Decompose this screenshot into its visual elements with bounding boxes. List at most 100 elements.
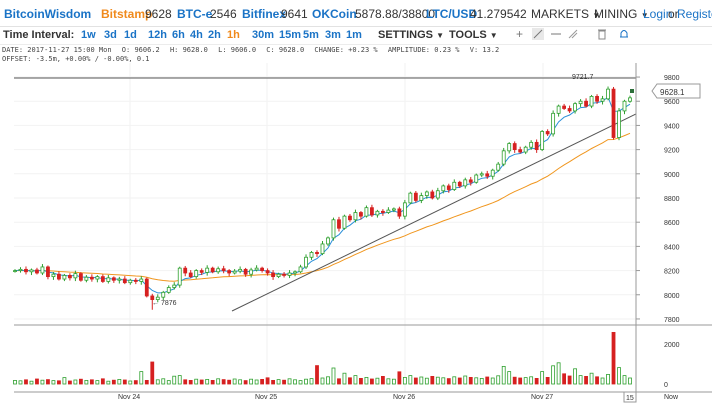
candle-body xyxy=(117,278,122,281)
volume-bar xyxy=(172,375,177,385)
volume-bar xyxy=(606,373,610,385)
candle-body xyxy=(364,207,369,217)
volume-bar xyxy=(567,375,572,385)
crosshair-tool-icon[interactable]: + xyxy=(516,27,524,41)
mining-menu[interactable]: MINING ▼ xyxy=(594,7,649,21)
time-tick-label: Nov 25 xyxy=(255,394,277,401)
volume-bar xyxy=(24,379,28,385)
volume-bar xyxy=(18,380,23,385)
interval-1d[interactable]: 1d xyxy=(124,29,137,41)
line-tool-icon[interactable] xyxy=(532,28,544,40)
interval-1m[interactable]: 1m xyxy=(346,29,362,41)
markets-menu[interactable]: MARKETS ▼ xyxy=(531,7,600,21)
ticker-ltcusd-value: 41.279542 xyxy=(470,7,527,21)
volume-bar xyxy=(600,377,605,385)
volume-bar xyxy=(249,378,254,385)
low-price-label: ← 7876 xyxy=(152,300,177,307)
interval-3d[interactable]: 3d xyxy=(104,29,117,41)
ticker-ltcusd-name[interactable]: LTC/USD xyxy=(426,7,478,21)
login-link[interactable]: Login xyxy=(643,7,673,21)
volume-bar xyxy=(40,379,45,385)
candle-body xyxy=(628,97,632,102)
interval-3m[interactable]: 3m xyxy=(325,29,341,41)
volume-bar xyxy=(122,379,127,385)
candle-body xyxy=(551,112,556,135)
volume-bar xyxy=(391,378,396,385)
ticker-bitstamp-name[interactable]: Bitstamp xyxy=(101,7,153,21)
volume-bar xyxy=(199,379,204,385)
volume-bar xyxy=(57,380,61,385)
interval-12h[interactable]: 12h xyxy=(148,29,167,41)
interval-4h[interactable]: 4h xyxy=(190,29,203,41)
candle-body xyxy=(304,256,308,268)
candle-body xyxy=(523,146,528,153)
volume-bar xyxy=(512,376,517,385)
volume-bar xyxy=(523,377,528,385)
info-offset: OFFSET: -3.5m, +0.00% / -0.00%, 0.1 xyxy=(2,55,150,63)
interval-1h[interactable]: 1h xyxy=(227,29,240,41)
interval-2h[interactable]: 2h xyxy=(208,29,221,41)
trash-icon[interactable] xyxy=(597,28,607,43)
volume-bar xyxy=(29,380,34,385)
brush-tool-icon[interactable] xyxy=(567,28,579,43)
ticker-bitfinex-name[interactable]: Bitfinex xyxy=(242,7,287,21)
volume-bar xyxy=(117,378,122,385)
candle-body xyxy=(265,270,270,274)
line-tool-svg xyxy=(533,29,543,39)
hline-tool-svg xyxy=(551,33,561,35)
candle-body xyxy=(205,267,210,273)
candle-body xyxy=(150,295,155,301)
interval-6h[interactable]: 6h xyxy=(172,29,185,41)
volume-bar xyxy=(304,378,308,385)
volume-bar xyxy=(507,371,512,385)
volume-bar xyxy=(89,379,94,385)
volume-bar xyxy=(293,379,297,385)
candle-body xyxy=(210,267,215,273)
candle-body xyxy=(95,276,100,280)
candle-body xyxy=(424,191,429,196)
volume-bar xyxy=(496,375,501,385)
volume-bar xyxy=(177,375,182,385)
brand-logo[interactable]: BitcoinWisdom xyxy=(4,7,92,21)
volume-bar xyxy=(111,379,116,385)
candle-body xyxy=(496,163,501,171)
volume-bar xyxy=(68,380,72,385)
bell-icon[interactable] xyxy=(619,28,629,43)
info-change: CHANGE: +0.23 % xyxy=(314,46,378,54)
ticker-okcoin-name[interactable]: OKCoin xyxy=(312,7,357,21)
scroll-box xyxy=(623,391,637,403)
interval-1w[interactable]: 1w xyxy=(81,29,96,41)
hline-tool-icon[interactable] xyxy=(550,28,562,43)
ema-slow-line xyxy=(14,132,631,282)
volume-bar xyxy=(210,379,215,385)
price-chart[interactable]: 9800 9600 9400 9200 9000 8800 8600 8400 8200 8000… xyxy=(0,63,712,413)
candle-body xyxy=(194,270,199,278)
interval-30m[interactable]: 30m xyxy=(252,29,275,41)
current-price-tag: 9628.1 xyxy=(651,83,701,99)
tools-menu[interactable]: TOOLS ▼ xyxy=(449,29,498,41)
volume-bar xyxy=(446,378,451,385)
volume-bar xyxy=(348,377,352,385)
brush-tool-svg xyxy=(568,29,578,39)
candle-body xyxy=(359,212,363,217)
candle-body xyxy=(584,100,588,107)
candle-body xyxy=(172,284,177,288)
candle-body xyxy=(490,169,495,177)
candle-body xyxy=(567,108,572,112)
volume-bar xyxy=(534,377,539,385)
volume-bar xyxy=(106,380,111,385)
volume-bar xyxy=(424,377,429,385)
register-link[interactable]: Register xyxy=(677,7,712,21)
settings-menu[interactable]: SETTINGS ▼ xyxy=(378,29,444,41)
candle-body xyxy=(122,278,127,284)
volume-bar xyxy=(221,379,226,385)
interval-5m[interactable]: 5m xyxy=(303,29,319,41)
ticker-btce-name[interactable]: BTC-e xyxy=(177,7,213,21)
candle-body xyxy=(501,150,506,165)
tools-label: TOOLS xyxy=(449,29,487,41)
candle-body xyxy=(315,252,319,255)
interval-15m[interactable]: 15m xyxy=(279,29,302,41)
volume-bar xyxy=(51,380,56,385)
candle-body xyxy=(589,96,594,107)
time-tick-label: Nov 26 xyxy=(393,394,415,401)
